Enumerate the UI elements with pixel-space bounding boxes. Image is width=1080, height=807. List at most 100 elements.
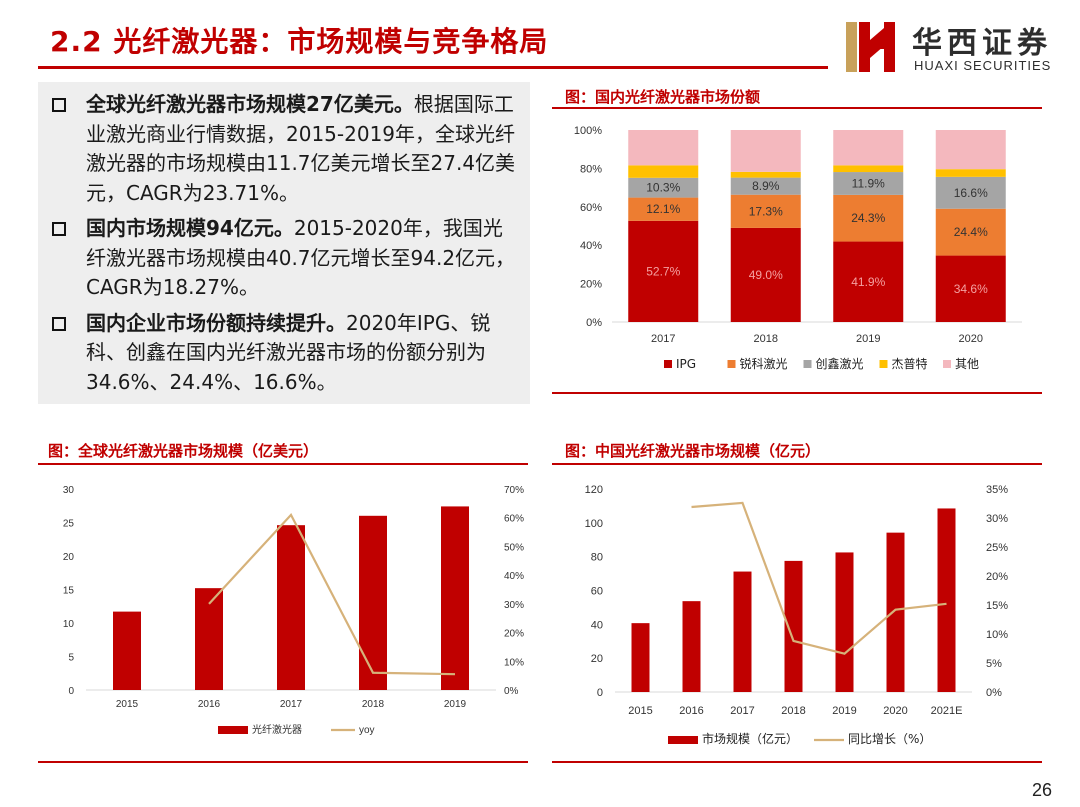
- bar-segment: [935, 255, 1006, 322]
- bar: [682, 601, 701, 692]
- bar: [937, 508, 956, 692]
- divider: [552, 463, 1042, 465]
- y-tick-label-right: 50%: [504, 542, 524, 553]
- data-label: 12.1%: [646, 202, 680, 216]
- y-tick-label: 100%: [574, 125, 602, 137]
- y-tick-label-right: 30%: [504, 600, 524, 611]
- bar-segment: [833, 165, 904, 173]
- y-tick-label-left: 60: [591, 586, 603, 598]
- x-tick-label: 2019: [444, 699, 467, 710]
- data-label: 52.7%: [646, 264, 680, 278]
- yoy-line: [208, 512, 456, 676]
- y-tick-label-right: 10%: [504, 657, 524, 668]
- y-tick-label-right: 15%: [986, 600, 1008, 612]
- bar: [195, 588, 223, 690]
- legend-label-bar: 光纤激光器: [252, 723, 302, 736]
- legend-label: IPG: [676, 357, 696, 371]
- legend-swatch: [664, 360, 672, 368]
- y-tick-label-right: 0%: [986, 687, 1002, 699]
- bullet-item: 全球光纤激光器市场规模27亿美元。根据国际工业激光商业行情数据，2015-201…: [50, 90, 520, 208]
- bullet-item: 国内市场规模94亿元。2015-2020年，我国光纤激光器市场规模由40.7亿元…: [50, 214, 520, 303]
- huaxi-logo-icon: [846, 22, 895, 72]
- bar: [733, 571, 752, 692]
- x-tick-label: 2015: [628, 705, 652, 717]
- bar-segment: [935, 208, 1006, 256]
- checkbox-bullet-icon: [52, 316, 66, 331]
- title-underline: [38, 66, 828, 69]
- x-tick-label: 2016: [198, 699, 221, 710]
- y-tick-label-left: 20: [591, 653, 603, 665]
- y-tick-label: 80%: [580, 163, 602, 175]
- y-tick-label-left: 30: [63, 485, 75, 496]
- bar-segment: [833, 241, 904, 322]
- data-label: 11.9%: [852, 176, 885, 190]
- page-title: 2.2 光纤激光器：市场规模与竞争格局: [50, 25, 549, 58]
- y-tick-label: 0%: [586, 317, 602, 329]
- y-tick-label-left: 15: [63, 586, 75, 597]
- legend-swatch-bar: [218, 726, 248, 734]
- bar-segment: [628, 197, 699, 221]
- y-tick-label-right: 0%: [504, 686, 519, 697]
- bar-segment: [628, 177, 699, 198]
- bar-segment: [628, 165, 699, 178]
- x-tick-label: 2020: [959, 333, 983, 345]
- data-label: 16.6%: [954, 186, 988, 200]
- bar-segment: [730, 194, 801, 228]
- checkbox-bullet-icon: [52, 222, 66, 236]
- legend-label: 杰普特: [892, 356, 928, 371]
- x-tick-label: 2017: [651, 333, 675, 345]
- logo-chinese-name: 华西证券: [912, 26, 1052, 61]
- y-tick-label: 40%: [580, 240, 602, 252]
- x-tick-label: 2020: [883, 705, 907, 717]
- legend-label-bar: 市场规模（亿元）: [702, 731, 798, 746]
- y-tick-label-left: 25: [63, 519, 75, 530]
- divider: [552, 392, 1042, 394]
- bar-segment: [730, 171, 801, 178]
- global-market-chart-title: 图：全球光纤激光器市场规模（亿美元）: [48, 442, 319, 460]
- bullet-heading: 全球光纤激光器市场规模27亿美元。: [86, 92, 414, 116]
- bullet-panel: 全球光纤激光器市场规模27亿美元。根据国际工业激光商业行情数据，2015-201…: [38, 82, 530, 404]
- x-tick-label: 2017: [730, 705, 754, 717]
- data-label: 24.4%: [954, 225, 988, 239]
- x-tick-label: 2016: [679, 705, 703, 717]
- bullet-heading: 国内企业市场份额持续提升。: [86, 310, 346, 335]
- legend-label-line: yoy: [359, 725, 375, 736]
- data-label: 41.9%: [851, 275, 885, 289]
- yoy-line: [691, 501, 947, 655]
- legend-swatch: [727, 360, 736, 368]
- x-tick-label: 2017: [280, 699, 303, 710]
- y-tick-label-left: 10: [63, 619, 75, 630]
- bar-segment: [730, 177, 801, 195]
- bar: [441, 506, 469, 690]
- x-tick-label: 2018: [781, 705, 805, 717]
- y-tick-label: 20%: [580, 279, 602, 291]
- legend-swatch-bar: [668, 736, 698, 744]
- y-tick-label-left: 80: [591, 552, 603, 564]
- market-share-chart-title: 图：国内光纤激光器市场份额: [565, 88, 761, 106]
- bar-segment: [833, 194, 904, 242]
- page-number: 26: [1031, 780, 1052, 800]
- bar: [113, 611, 141, 690]
- bar-segment: [833, 130, 904, 166]
- y-tick-label-right: 35%: [986, 484, 1008, 496]
- bullet-heading: 国内市场规模94亿元。: [86, 216, 294, 240]
- divider: [38, 463, 528, 465]
- y-tick-label-right: 70%: [504, 485, 524, 496]
- legend-label: 其他: [955, 357, 979, 371]
- bar-segment: [730, 130, 801, 172]
- bar: [359, 515, 387, 690]
- y-tick-label-right: 25%: [986, 542, 1008, 554]
- bar-segment: [935, 176, 1006, 209]
- bar: [784, 560, 803, 692]
- x-tick-label: 2019: [856, 333, 880, 345]
- legend-label-line: 同比增长（%）: [848, 732, 931, 746]
- data-label: 34.6%: [954, 282, 988, 296]
- y-tick-label-right: 5%: [986, 658, 1002, 670]
- y-tick-label-right: 30%: [986, 513, 1008, 525]
- data-label: 10.3%: [646, 181, 680, 195]
- y-tick-label-right: 60%: [504, 514, 524, 525]
- y-tick-label-left: 40: [591, 619, 603, 631]
- bar-segment: [833, 172, 904, 195]
- legend-swatch: [803, 360, 812, 368]
- bullet-text: 根据国际工业激光商业行情数据，2015-2019年，全球光纤激光器的市场规模由1…: [86, 92, 516, 205]
